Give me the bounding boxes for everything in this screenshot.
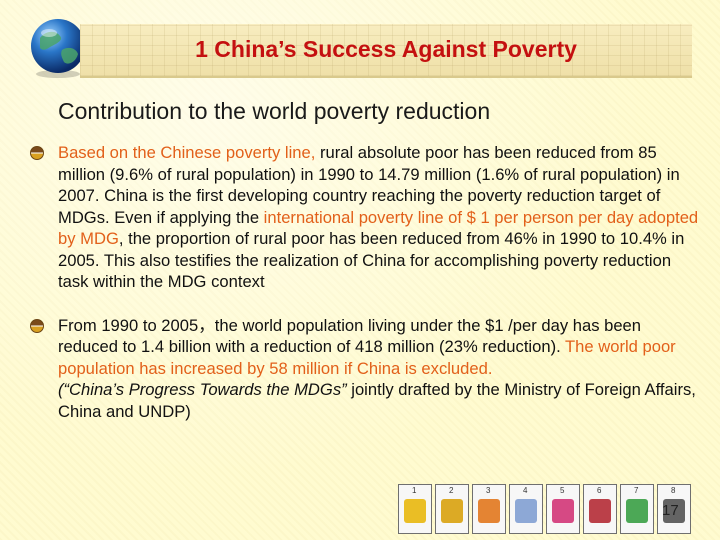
bullet-item-1: Based on the Chinese poverty line, rural… [30,142,700,293]
mdg-goal-8-icon: 8 [657,484,691,534]
mdg-number: 2 [449,486,454,495]
mdg-number: 4 [523,486,528,495]
child-health-icon [515,499,537,523]
mdg-goal-1-icon: 1 [398,484,432,534]
gender-equality-icon [478,499,500,523]
mdg-goal-3-icon: 3 [472,484,506,534]
hunger-bowl-icon [404,499,426,523]
maternal-health-icon [552,499,574,523]
bullet-text-segment: , the proportion of rural poor has been … [58,229,685,291]
mdg-number: 3 [486,486,491,495]
mdg-icon-strip: 1 2 3 4 5 6 7 8 [398,484,692,536]
mdg-goal-4-icon: 4 [509,484,543,534]
mdg-goal-2-icon: 2 [435,484,469,534]
bullet-text-segment: The world poor population has increased … [58,337,676,378]
global-partnership-icon [663,499,685,523]
bullet-text-segment: international poverty line of $ 1 per pe… [58,207,699,249]
education-pencil-icon [441,499,463,523]
mdg-number: 1 [412,486,417,495]
environment-tree-icon [626,499,648,523]
title-bar: 1 China’s Success Against Poverty [80,24,692,78]
mdg-number: 8 [671,486,676,495]
page-number: 17 [662,502,679,519]
mdg-goal-5-icon: 5 [546,484,580,534]
slide-title: 1 China’s Success Against Poverty [195,36,577,62]
slide-subtitle: Contribution to the world poverty reduct… [58,98,491,124]
hiv-ribbon-icon [589,499,611,523]
bullet-list: Based on the Chinese poverty line, rural… [30,142,700,422]
bullet-text-segment: (“China’s Progress Towards the MDGs” [58,380,347,399]
globe-icon [26,16,90,80]
bullet-icon [30,146,44,160]
mdg-goal-7-icon: 7 [620,484,654,534]
bullet-item-2: From 1990 to 2005，the world population l… [30,315,700,423]
bullet-text-segment: rural absolute poor has been reduced fro… [58,143,680,227]
bullet-icon [30,318,44,333]
bullet-text-segment: jointly drafted by the Ministry of Forei… [58,380,696,421]
mdg-goal-6-icon: 6 [583,484,617,534]
bullet-text-segment: From 1990 to 2005，the world population l… [58,315,642,357]
mdg-number: 5 [560,486,565,495]
mdg-number: 6 [597,486,602,495]
bullet-text-segment: Based on the Chinese poverty line, [58,143,316,162]
mdg-number: 7 [634,486,639,495]
world-map-background [80,24,692,76]
